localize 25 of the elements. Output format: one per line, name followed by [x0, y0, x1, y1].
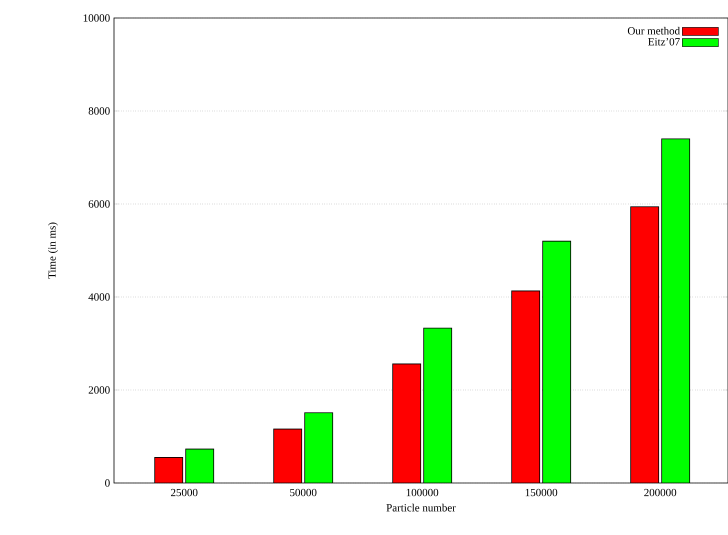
- bar: [273, 428, 302, 483]
- x-tick-label: 150000: [526, 488, 558, 496]
- y-tick-label: 4000: [88, 293, 110, 301]
- x-tick-label: 200000: [644, 488, 676, 496]
- x-tick-label: 100000: [406, 488, 438, 496]
- x-axis-title: Particle number: [386, 504, 456, 512]
- bar: [304, 412, 334, 483]
- y-tick-label: 8000: [88, 107, 110, 115]
- y-axis-title: Time (in ms): [48, 222, 58, 279]
- bar: [661, 138, 690, 483]
- x-tick-label: 50000: [290, 488, 316, 496]
- bar: [392, 364, 422, 483]
- y-tick-label: 6000: [88, 200, 110, 208]
- bar: [630, 206, 660, 483]
- y-tick-label: 10000: [84, 14, 110, 22]
- y-tick-label: 0: [105, 479, 110, 487]
- x-tick-label: 25000: [170, 488, 198, 496]
- y-tick-label: 2000: [88, 386, 110, 394]
- bar: [423, 328, 452, 483]
- bar: [542, 240, 572, 483]
- legend-label: Eitz’07: [648, 38, 680, 46]
- legend-label: Our method: [628, 26, 680, 35]
- bar: [185, 448, 214, 483]
- bar: [154, 457, 184, 483]
- bar: [511, 290, 540, 483]
